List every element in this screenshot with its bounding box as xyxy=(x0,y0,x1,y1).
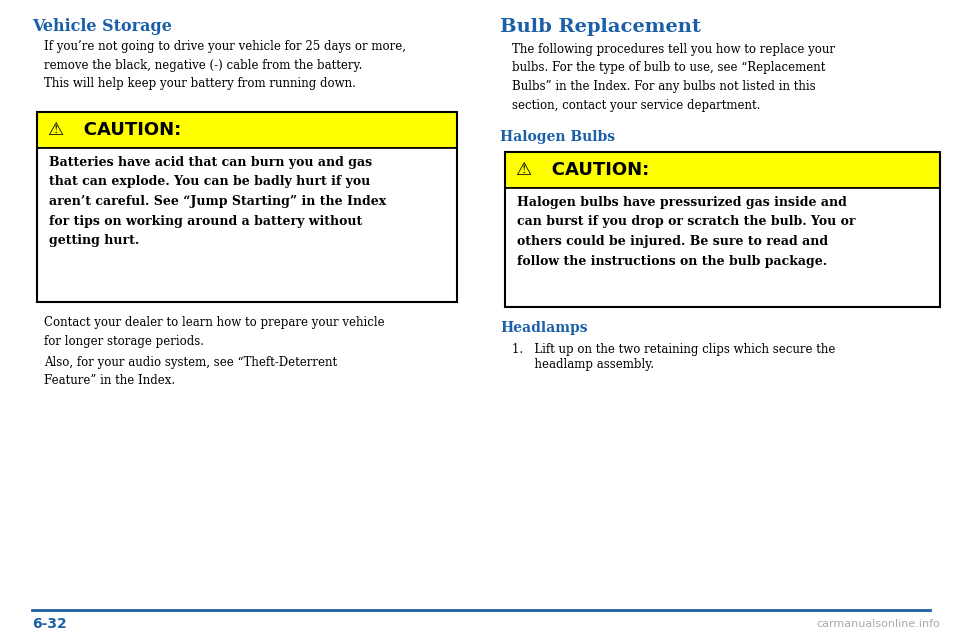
Text: CAUTION:: CAUTION: xyxy=(65,121,181,139)
Text: Contact your dealer to learn how to prepare your vehicle
for longer storage peri: Contact your dealer to learn how to prep… xyxy=(44,316,385,348)
Text: Vehicle Storage: Vehicle Storage xyxy=(32,18,172,35)
Bar xyxy=(505,188,940,307)
Bar xyxy=(37,112,457,148)
Text: Headlamps: Headlamps xyxy=(500,321,588,335)
Text: headlamp assembly.: headlamp assembly. xyxy=(512,358,654,371)
Text: ⚠: ⚠ xyxy=(47,121,63,139)
Text: ⚠: ⚠ xyxy=(515,161,531,179)
Text: 6-32: 6-32 xyxy=(32,617,67,631)
Text: The following procedures tell you how to replace your
bulbs. For the type of bul: The following procedures tell you how to… xyxy=(512,43,835,111)
Text: Batteries have acid that can burn you and gas
that can explode. You can be badly: Batteries have acid that can burn you an… xyxy=(49,156,386,247)
Bar xyxy=(37,148,457,302)
Text: Also, for your audio system, see “Theft-Deterrent
Feature” in the Index.: Also, for your audio system, see “Theft-… xyxy=(44,356,337,387)
Text: 1.   Lift up on the two retaining clips which secure the: 1. Lift up on the two retaining clips wh… xyxy=(512,343,835,356)
Text: If you’re not going to drive your vehicle for 25 days or more,
remove the black,: If you’re not going to drive your vehicl… xyxy=(44,40,406,90)
Text: carmanualsonline.info: carmanualsonline.info xyxy=(816,619,940,629)
Text: Halogen Bulbs: Halogen Bulbs xyxy=(500,130,615,144)
Bar xyxy=(37,112,457,302)
Text: Halogen bulbs have pressurized gas inside and
can burst if you drop or scratch t: Halogen bulbs have pressurized gas insid… xyxy=(517,196,855,268)
Bar xyxy=(505,152,940,188)
Text: CAUTION:: CAUTION: xyxy=(533,161,649,179)
Bar xyxy=(505,152,940,307)
Text: Bulb Replacement: Bulb Replacement xyxy=(500,18,701,36)
